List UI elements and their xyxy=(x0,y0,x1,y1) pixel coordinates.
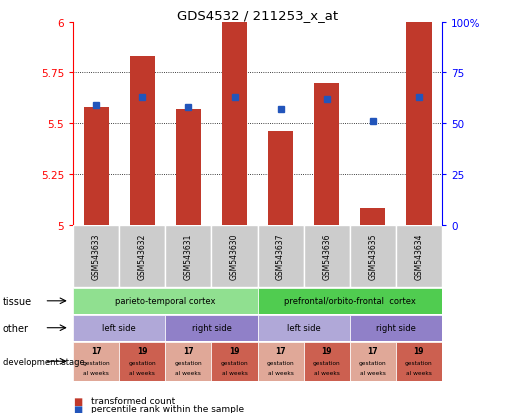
Bar xyxy=(258,226,304,287)
Text: GSM543634: GSM543634 xyxy=(414,233,423,280)
Bar xyxy=(360,209,385,225)
Title: GDS4532 / 211253_x_at: GDS4532 / 211253_x_at xyxy=(177,9,338,21)
Text: al weeks: al weeks xyxy=(222,370,247,375)
Text: tissue: tissue xyxy=(3,296,32,306)
Text: GSM543633: GSM543633 xyxy=(92,233,101,280)
Text: 19: 19 xyxy=(321,346,332,355)
Text: gestation: gestation xyxy=(221,360,248,365)
Text: al weeks: al weeks xyxy=(360,370,386,375)
Bar xyxy=(349,342,396,381)
Text: 17: 17 xyxy=(183,346,194,355)
Text: al weeks: al weeks xyxy=(314,370,339,375)
Text: 19: 19 xyxy=(137,346,147,355)
Bar xyxy=(349,315,442,341)
Text: gestation: gestation xyxy=(359,360,386,365)
Bar xyxy=(258,315,349,341)
Bar xyxy=(73,226,119,287)
Bar xyxy=(396,342,442,381)
Bar xyxy=(314,83,339,225)
Text: 19: 19 xyxy=(229,346,240,355)
Bar xyxy=(406,23,431,225)
Text: right side: right side xyxy=(376,323,416,332)
Text: gestation: gestation xyxy=(405,360,433,365)
Text: GSM543631: GSM543631 xyxy=(184,233,193,280)
Text: prefrontal/orbito-frontal  cortex: prefrontal/orbito-frontal cortex xyxy=(284,297,416,306)
Text: GSM543637: GSM543637 xyxy=(276,233,285,280)
Bar xyxy=(165,315,258,341)
Text: parieto-temporal cortex: parieto-temporal cortex xyxy=(115,297,216,306)
Bar xyxy=(222,23,247,225)
Text: left side: left side xyxy=(287,323,321,332)
Bar xyxy=(304,342,350,381)
Text: transformed count: transformed count xyxy=(91,396,175,405)
Bar xyxy=(258,288,442,314)
Text: al weeks: al weeks xyxy=(129,370,155,375)
Bar xyxy=(130,57,155,225)
Text: right side: right side xyxy=(191,323,231,332)
Bar xyxy=(212,226,258,287)
Text: gestation: gestation xyxy=(313,360,340,365)
Bar xyxy=(165,226,212,287)
Text: al weeks: al weeks xyxy=(406,370,432,375)
Text: gestation: gestation xyxy=(175,360,202,365)
Bar xyxy=(396,226,442,287)
Text: ■: ■ xyxy=(73,404,82,413)
Text: gestation: gestation xyxy=(129,360,156,365)
Bar xyxy=(176,110,201,225)
Text: 17: 17 xyxy=(368,346,378,355)
Text: gestation: gestation xyxy=(82,360,110,365)
Text: al weeks: al weeks xyxy=(176,370,201,375)
Text: GSM543636: GSM543636 xyxy=(322,233,331,280)
Bar xyxy=(165,342,212,381)
Bar xyxy=(304,226,350,287)
Text: GSM543632: GSM543632 xyxy=(138,233,147,280)
Text: development stage: development stage xyxy=(3,357,84,366)
Bar xyxy=(73,315,165,341)
Text: al weeks: al weeks xyxy=(268,370,293,375)
Text: gestation: gestation xyxy=(267,360,294,365)
Text: GSM543635: GSM543635 xyxy=(368,233,377,280)
Text: ■: ■ xyxy=(73,396,82,406)
Bar xyxy=(349,226,396,287)
Text: 17: 17 xyxy=(91,346,102,355)
Bar xyxy=(119,226,165,287)
Text: 19: 19 xyxy=(414,346,424,355)
Bar xyxy=(212,342,258,381)
Bar xyxy=(84,108,109,225)
Bar xyxy=(268,132,293,225)
Text: left side: left side xyxy=(103,323,136,332)
Text: 17: 17 xyxy=(275,346,286,355)
Text: GSM543630: GSM543630 xyxy=(230,233,239,280)
Bar xyxy=(73,342,119,381)
Text: other: other xyxy=(3,323,28,333)
Text: al weeks: al weeks xyxy=(83,370,109,375)
Bar xyxy=(73,288,258,314)
Text: percentile rank within the sample: percentile rank within the sample xyxy=(91,404,244,413)
Bar xyxy=(119,342,165,381)
Bar xyxy=(258,342,304,381)
